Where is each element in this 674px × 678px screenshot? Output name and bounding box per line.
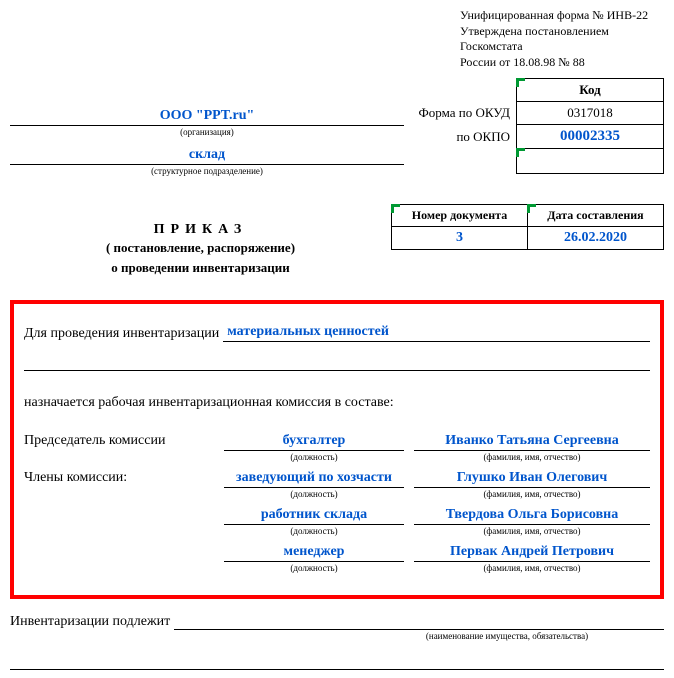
organization-caption: (организация) bbox=[10, 127, 404, 137]
subject-underline bbox=[174, 613, 664, 630]
note-line-3: России от 18.08.98 № 88 bbox=[460, 55, 664, 71]
member-position: работник склада bbox=[224, 507, 404, 525]
commission-member-row: менеджер (должность) Первак Андрей Петро… bbox=[24, 544, 650, 573]
okpo-label: по ОКПО bbox=[411, 125, 517, 149]
fio-caption: (фамилия, имя, отчество) bbox=[414, 452, 650, 462]
blank-underline bbox=[24, 354, 650, 371]
members-label: Члены комиссии: bbox=[24, 470, 214, 486]
position-caption: (должность) bbox=[224, 489, 404, 499]
doc-date-value: 26.02.2020 bbox=[528, 227, 664, 250]
fio-caption: (фамилия, имя, отчество) bbox=[414, 489, 650, 499]
doc-meta-table: Номер документа Дата составления 3 26.02… bbox=[391, 204, 664, 250]
empty-cell bbox=[411, 149, 517, 174]
position-caption: (должность) bbox=[224, 452, 404, 462]
blank-underline bbox=[10, 655, 664, 670]
organization-name: ООО "PPT.ru" bbox=[10, 108, 404, 126]
doc-number-value: 3 bbox=[392, 227, 528, 250]
chair-name: Иванко Татьяна Сергеевна bbox=[414, 433, 650, 451]
okud-label: Форма по ОКУД bbox=[411, 102, 517, 125]
commission-member-row: Члены комиссии: заведующий по хозчасти (… bbox=[24, 470, 650, 499]
subject-line: Инвентаризации подлежит bbox=[10, 613, 664, 630]
position-caption: (должность) bbox=[224, 526, 404, 536]
fio-caption: (фамилия, имя, отчество) bbox=[414, 526, 650, 536]
appoint-text: назначается рабочая инвентаризационная к… bbox=[24, 395, 650, 411]
commission-member-row: работник склада (должность) Твердова Оль… bbox=[24, 507, 650, 536]
doc-date-header: Дата составления bbox=[528, 205, 664, 227]
subject-caption: (наименование имущества, обязательства) bbox=[350, 631, 664, 641]
subject-prefix: Инвентаризации подлежит bbox=[10, 614, 174, 630]
purpose-prefix: Для проведения инвентаризации bbox=[24, 326, 223, 342]
code-header: Код bbox=[517, 79, 664, 102]
document-subtitle-1: ( постановление, распоряжение) bbox=[10, 240, 391, 256]
document-title: ПРИКАЗ bbox=[10, 222, 391, 238]
code-table: Код Форма по ОКУД 0317018 по ОКПО 000023… bbox=[411, 78, 665, 174]
document-subtitle-2: о проведении инвентаризации bbox=[10, 260, 391, 276]
empty-code-cell bbox=[517, 149, 664, 174]
fio-caption: (фамилия, имя, отчество) bbox=[414, 563, 650, 573]
empty-cell bbox=[411, 79, 517, 102]
department-caption: (структурное подразделение) bbox=[10, 166, 404, 176]
department-name: склад bbox=[10, 147, 404, 165]
chair-label: Председатель комиссии bbox=[24, 433, 214, 449]
doc-number-header: Номер документа bbox=[392, 205, 528, 227]
member-name: Твердова Ольга Борисовна bbox=[414, 507, 650, 525]
member-name: Глушко Иван Олегович bbox=[414, 470, 650, 488]
member-name: Первак Андрей Петрович bbox=[414, 544, 650, 562]
position-caption: (должность) bbox=[224, 563, 404, 573]
member-position: менеджер bbox=[224, 544, 404, 562]
chair-position: бухгалтер bbox=[224, 433, 404, 451]
okpo-value: 00002335 bbox=[517, 125, 664, 149]
member-position: заведующий по хозчасти bbox=[224, 470, 404, 488]
note-line-1: Унифицированная форма № ИНВ-22 bbox=[460, 8, 664, 24]
commission-chair-row: Председатель комиссии бухгалтер (должнос… bbox=[24, 433, 650, 462]
purpose-value: материальных ценностей bbox=[223, 324, 650, 342]
form-reference-note: Унифицированная форма № ИНВ-22 Утвержден… bbox=[460, 8, 664, 70]
commission-highlight-box: Для проведения инвентаризации материальн… bbox=[10, 300, 664, 599]
note-line-2: Утверждена постановлением Госкомстата bbox=[460, 24, 664, 55]
okud-value: 0317018 bbox=[517, 102, 664, 125]
